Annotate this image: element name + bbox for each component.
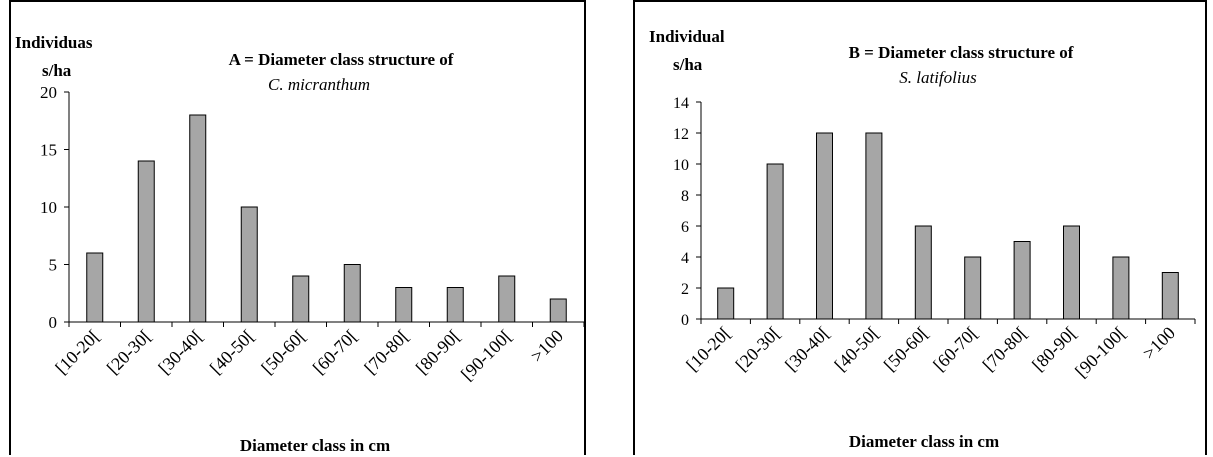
chart-b-bar (865, 132, 883, 320)
chart-b-ylabel-line1: Individual (649, 27, 725, 46)
chart-b-bar (766, 163, 784, 320)
chart-b-svg: Individual s/ha B = Diameter class struc… (649, 27, 1196, 451)
chart-a-title: A = Diameter class structure of (229, 50, 454, 69)
chart-b-ylabel-line2: s/ha (673, 55, 703, 74)
chart-b-y-tick-label: 14 (673, 95, 689, 112)
chart-a-bar (395, 287, 413, 323)
chart-panel-b: Individual s/ha B = Diameter class struc… (633, 0, 1207, 455)
chart-a-bar (343, 264, 361, 323)
chart-b-bar (964, 256, 982, 320)
chart-a-xlabel: Diameter class in cm (240, 436, 390, 455)
chart-a-x-tick-label: [90-100[ (457, 326, 516, 385)
chart-b-subtitle: S. latifolius (899, 68, 977, 87)
chart-b-x-tick-label: [30-40[ (781, 323, 833, 375)
chart-a-bar (498, 275, 516, 323)
chart-b-y-tick-label: 12 (673, 126, 689, 143)
chart-b-bar (717, 287, 735, 320)
chart-b-x-tick-label: [40-50[ (830, 323, 882, 375)
chart-b-x-tick-label: [50-60[ (880, 323, 932, 375)
chart-b-bar (1063, 225, 1080, 320)
chart-a-x-tick-label: [20-30[ (103, 326, 155, 378)
chart-a-bar (86, 252, 104, 323)
chart-a-x-tick-label: [50-60[ (257, 326, 309, 378)
chart-b-x-tick-label: >100 (1139, 323, 1179, 363)
chart-a-x-tick-label: >100 (527, 326, 567, 366)
chart-a-y-tick-label: 0 (49, 313, 58, 332)
chart-b-bar (1112, 256, 1130, 320)
chart-panel-a: Individuas s/ha A = Diameter class struc… (9, 0, 586, 455)
chart-a-bar (292, 275, 310, 323)
chart-a-y-tick-label: 5 (49, 256, 58, 275)
chart-a-x-tick-label: [30-40[ (154, 326, 206, 378)
chart-b-bar (1013, 241, 1031, 320)
chart-b-y-tick-label: 4 (681, 250, 689, 267)
chart-b-x-tick-label: [90-100[ (1071, 323, 1130, 382)
chart-a-bar (137, 160, 155, 323)
chart-a-y-tick-label: 10 (40, 198, 57, 217)
chart-a-ylabel-line1: Individuas (15, 33, 93, 52)
chart-a-bar (446, 287, 464, 323)
chart-b-x-tick-label: [70-80[ (979, 323, 1031, 375)
chart-a-x-tick-label: [40-50[ (206, 326, 258, 378)
chart-b-y-tick-label: 10 (673, 157, 689, 174)
chart-b-title: B = Diameter class structure of (849, 43, 1074, 62)
chart-a-x-tick-label: [10-20[ (51, 326, 103, 378)
chart-a-x-tick-label: [60-70[ (309, 326, 361, 378)
chart-b-x-tick-label: [10-20[ (682, 323, 734, 375)
chart-b-xlabel: Diameter class in cm (849, 432, 999, 451)
chart-a-bar (240, 206, 258, 323)
chart-a-svg: Individuas s/ha A = Diameter class struc… (15, 33, 585, 455)
chart-b-x-tick-label: [60-70[ (929, 323, 981, 375)
chart-b-y-tick-label: 8 (681, 188, 689, 205)
chart-b-y-tick-label: 0 (681, 312, 689, 329)
chart-b-y-tick-label: 2 (681, 281, 689, 298)
chart-a-y-tick-label: 15 (40, 141, 57, 160)
chart-b-x-tick-label: [20-30[ (732, 323, 784, 375)
chart-a-y-tick-label: 20 (40, 83, 57, 102)
chart-a-bar (549, 298, 567, 323)
chart-b-y-tick-label: 6 (681, 219, 689, 236)
chart-a-ylabel-line2: s/ha (42, 61, 72, 80)
chart-b-bar (816, 132, 833, 320)
chart-b-bar (1161, 272, 1179, 320)
chart-b-bar (914, 225, 932, 320)
chart-a-x-tick-label: [70-80[ (360, 326, 412, 378)
chart-a-bar (189, 114, 207, 323)
chart-a-subtitle: C. micranthum (268, 75, 370, 94)
